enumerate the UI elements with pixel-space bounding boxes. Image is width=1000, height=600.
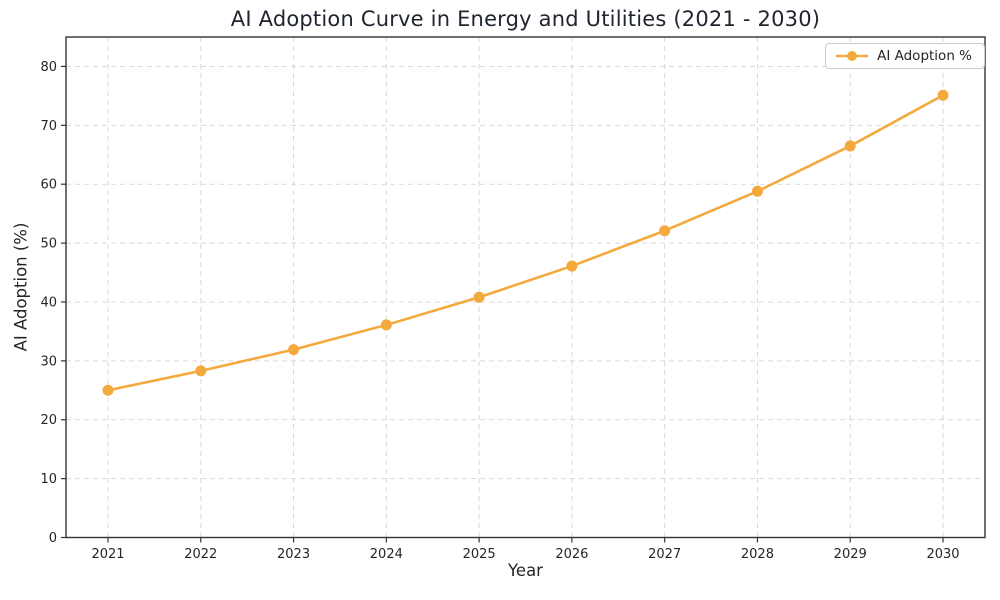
x-tick-label: 2025 — [463, 547, 496, 562]
data-point-2021 — [102, 384, 114, 396]
x-tick-label: 2027 — [648, 547, 681, 562]
data-point-2026 — [566, 260, 578, 272]
x-axis-label: Year — [508, 561, 543, 580]
data-point-2024 — [380, 319, 392, 331]
data-point-2028 — [751, 185, 763, 197]
data-point-2027 — [659, 225, 671, 237]
y-tick-label: 10 — [40, 472, 57, 487]
data-point-2025 — [473, 291, 485, 303]
axes-border — [65, 36, 986, 539]
y-tick-label: 60 — [40, 178, 57, 193]
x-tick-label: 2029 — [834, 547, 867, 562]
x-tick-label: 2023 — [277, 547, 310, 562]
y-tick-label: 70 — [40, 119, 57, 134]
x-tick-label: 2028 — [741, 547, 774, 562]
data-point-2029 — [844, 140, 856, 152]
data-line — [106, 93, 945, 392]
y-tick-label: 80 — [40, 60, 57, 75]
data-point-2023 — [288, 344, 300, 356]
y-tick-label: 30 — [40, 354, 57, 369]
x-tick-label: 2026 — [555, 547, 588, 562]
y-axis-label: AI Adoption (%) — [11, 222, 31, 352]
chart-title: AI Adoption Curve in Energy and Utilitie… — [230, 7, 821, 31]
y-tick-label: 50 — [40, 237, 57, 252]
y-tick-label: 0 — [49, 531, 57, 546]
y-tick-label: 40 — [40, 295, 57, 310]
y-tick-label: 20 — [40, 413, 57, 428]
x-tick-label: 2024 — [370, 547, 403, 562]
data-point-2030 — [937, 89, 949, 101]
data-point-2022 — [195, 365, 207, 377]
x-tick-label: 2021 — [91, 547, 124, 562]
legend-series-label: AI Adoption % — [877, 48, 972, 64]
legend-line-marker-icon — [836, 51, 869, 61]
legend: AI Adoption % — [825, 43, 985, 69]
x-tick-label: 2022 — [184, 547, 217, 562]
x-tick-label: 2030 — [926, 547, 959, 562]
